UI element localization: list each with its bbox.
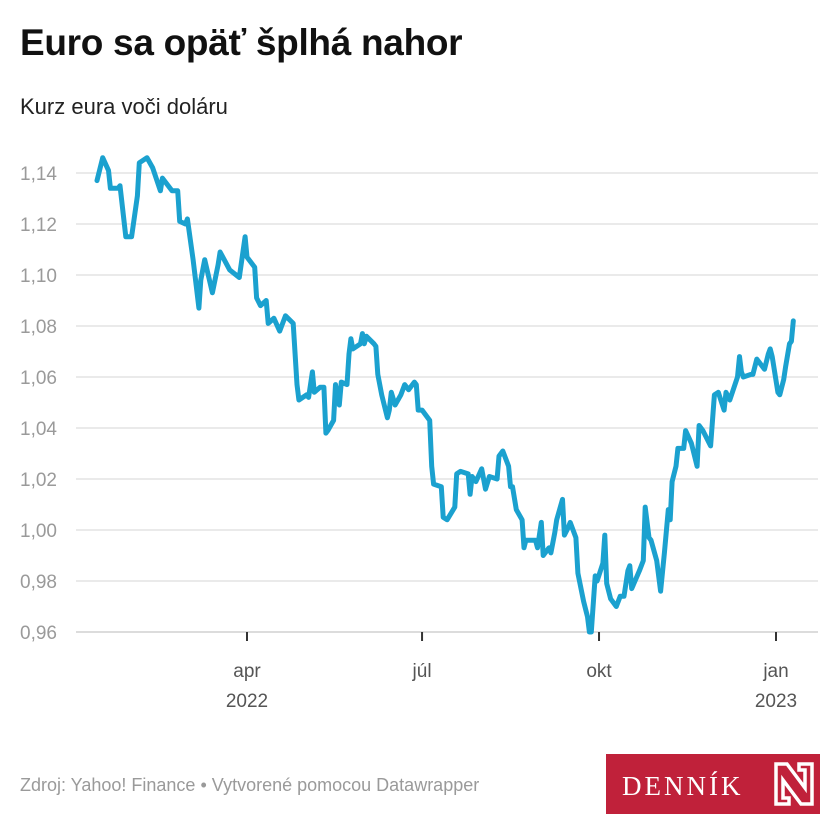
- dennik-n-logo-icon: DENNÍK: [622, 762, 814, 806]
- y-axis-labels: 1,14 1,12 1,10 1,08 1,06 1,04 1,02 1,00 0,98 0,96: [20, 164, 57, 644]
- x-axis: apr 2022 júl okt jan 2023: [226, 632, 797, 712]
- x-tick-year-label: 2023: [755, 691, 797, 712]
- x-tick-year-label: 2022: [226, 691, 268, 712]
- x-tick-label: apr: [233, 661, 261, 682]
- y-tick-label: 1,00: [20, 521, 57, 542]
- x-tick-label: júl: [412, 661, 432, 682]
- source-note: Zdroj: Yahoo! Finance • Vytvorené pomoco…: [20, 775, 480, 795]
- y-tick-label: 1,08: [20, 317, 57, 338]
- chart-subtitle: Kurz eura voči doláru: [20, 94, 228, 119]
- dennik-n-logo: DENNÍK: [606, 754, 820, 814]
- line-chart: 1,14 1,12 1,10 1,08 1,06 1,04 1,02 1,00 0,98 0,96…: [20, 155, 818, 712]
- y-tick-label: 1,04: [20, 419, 57, 440]
- series-line: [94, 155, 796, 635]
- y-tick-label: 1,02: [20, 470, 57, 491]
- y-tick-label: 1,10: [20, 266, 57, 287]
- svg-text:DENNÍK: DENNÍK: [622, 771, 743, 801]
- chart-title: Euro sa opäť šplhá nahor: [20, 22, 463, 63]
- y-tick-label: 1,14: [20, 164, 57, 185]
- y-tick-label: 1,06: [20, 368, 57, 389]
- gridlines: [76, 172, 818, 633]
- x-tick-label: jan: [762, 661, 788, 682]
- y-tick-label: 0,98: [20, 572, 57, 593]
- y-tick-label: 0,96: [20, 623, 57, 644]
- y-tick-label: 1,12: [20, 215, 57, 236]
- x-tick-label: okt: [586, 661, 612, 682]
